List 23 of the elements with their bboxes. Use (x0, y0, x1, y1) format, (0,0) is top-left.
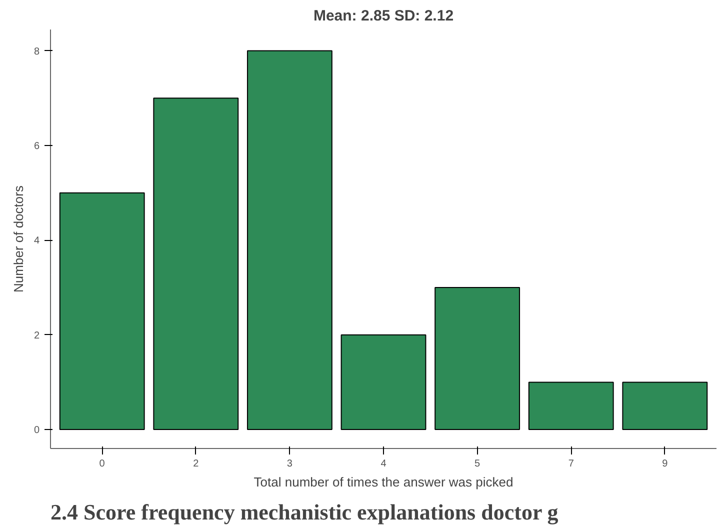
bar (153, 98, 239, 430)
bar (434, 287, 520, 430)
bar (622, 382, 708, 430)
y-tick-label: 6 (34, 140, 40, 152)
x-tick-label: 2 (193, 458, 200, 470)
bar (59, 192, 145, 430)
x-tick-label: 5 (474, 458, 481, 470)
x-tick-label: 9 (662, 458, 668, 470)
y-tick-label: 4 (34, 236, 40, 247)
bar (528, 382, 614, 430)
y-tick-label: 0 (34, 425, 40, 436)
x-axis-title: Total number of times the answer was picked (254, 474, 514, 490)
bar (340, 334, 426, 430)
x-tick-label: 7 (568, 458, 574, 470)
bar (246, 50, 332, 430)
x-tick-label: 4 (380, 458, 387, 470)
y-axis-title: Number of doctors (10, 185, 26, 292)
x-tick-label: 0 (99, 458, 106, 470)
y-tick-label: 8 (34, 46, 40, 58)
text: 2.4 Score frequency mechanistic explanations doctor g (50, 500, 558, 524)
x-tick-label: 3 (286, 458, 293, 470)
y-tick-label: 2 (34, 330, 40, 342)
chart-title: Mean: 2.85 SD: 2.12 (313, 8, 454, 24)
